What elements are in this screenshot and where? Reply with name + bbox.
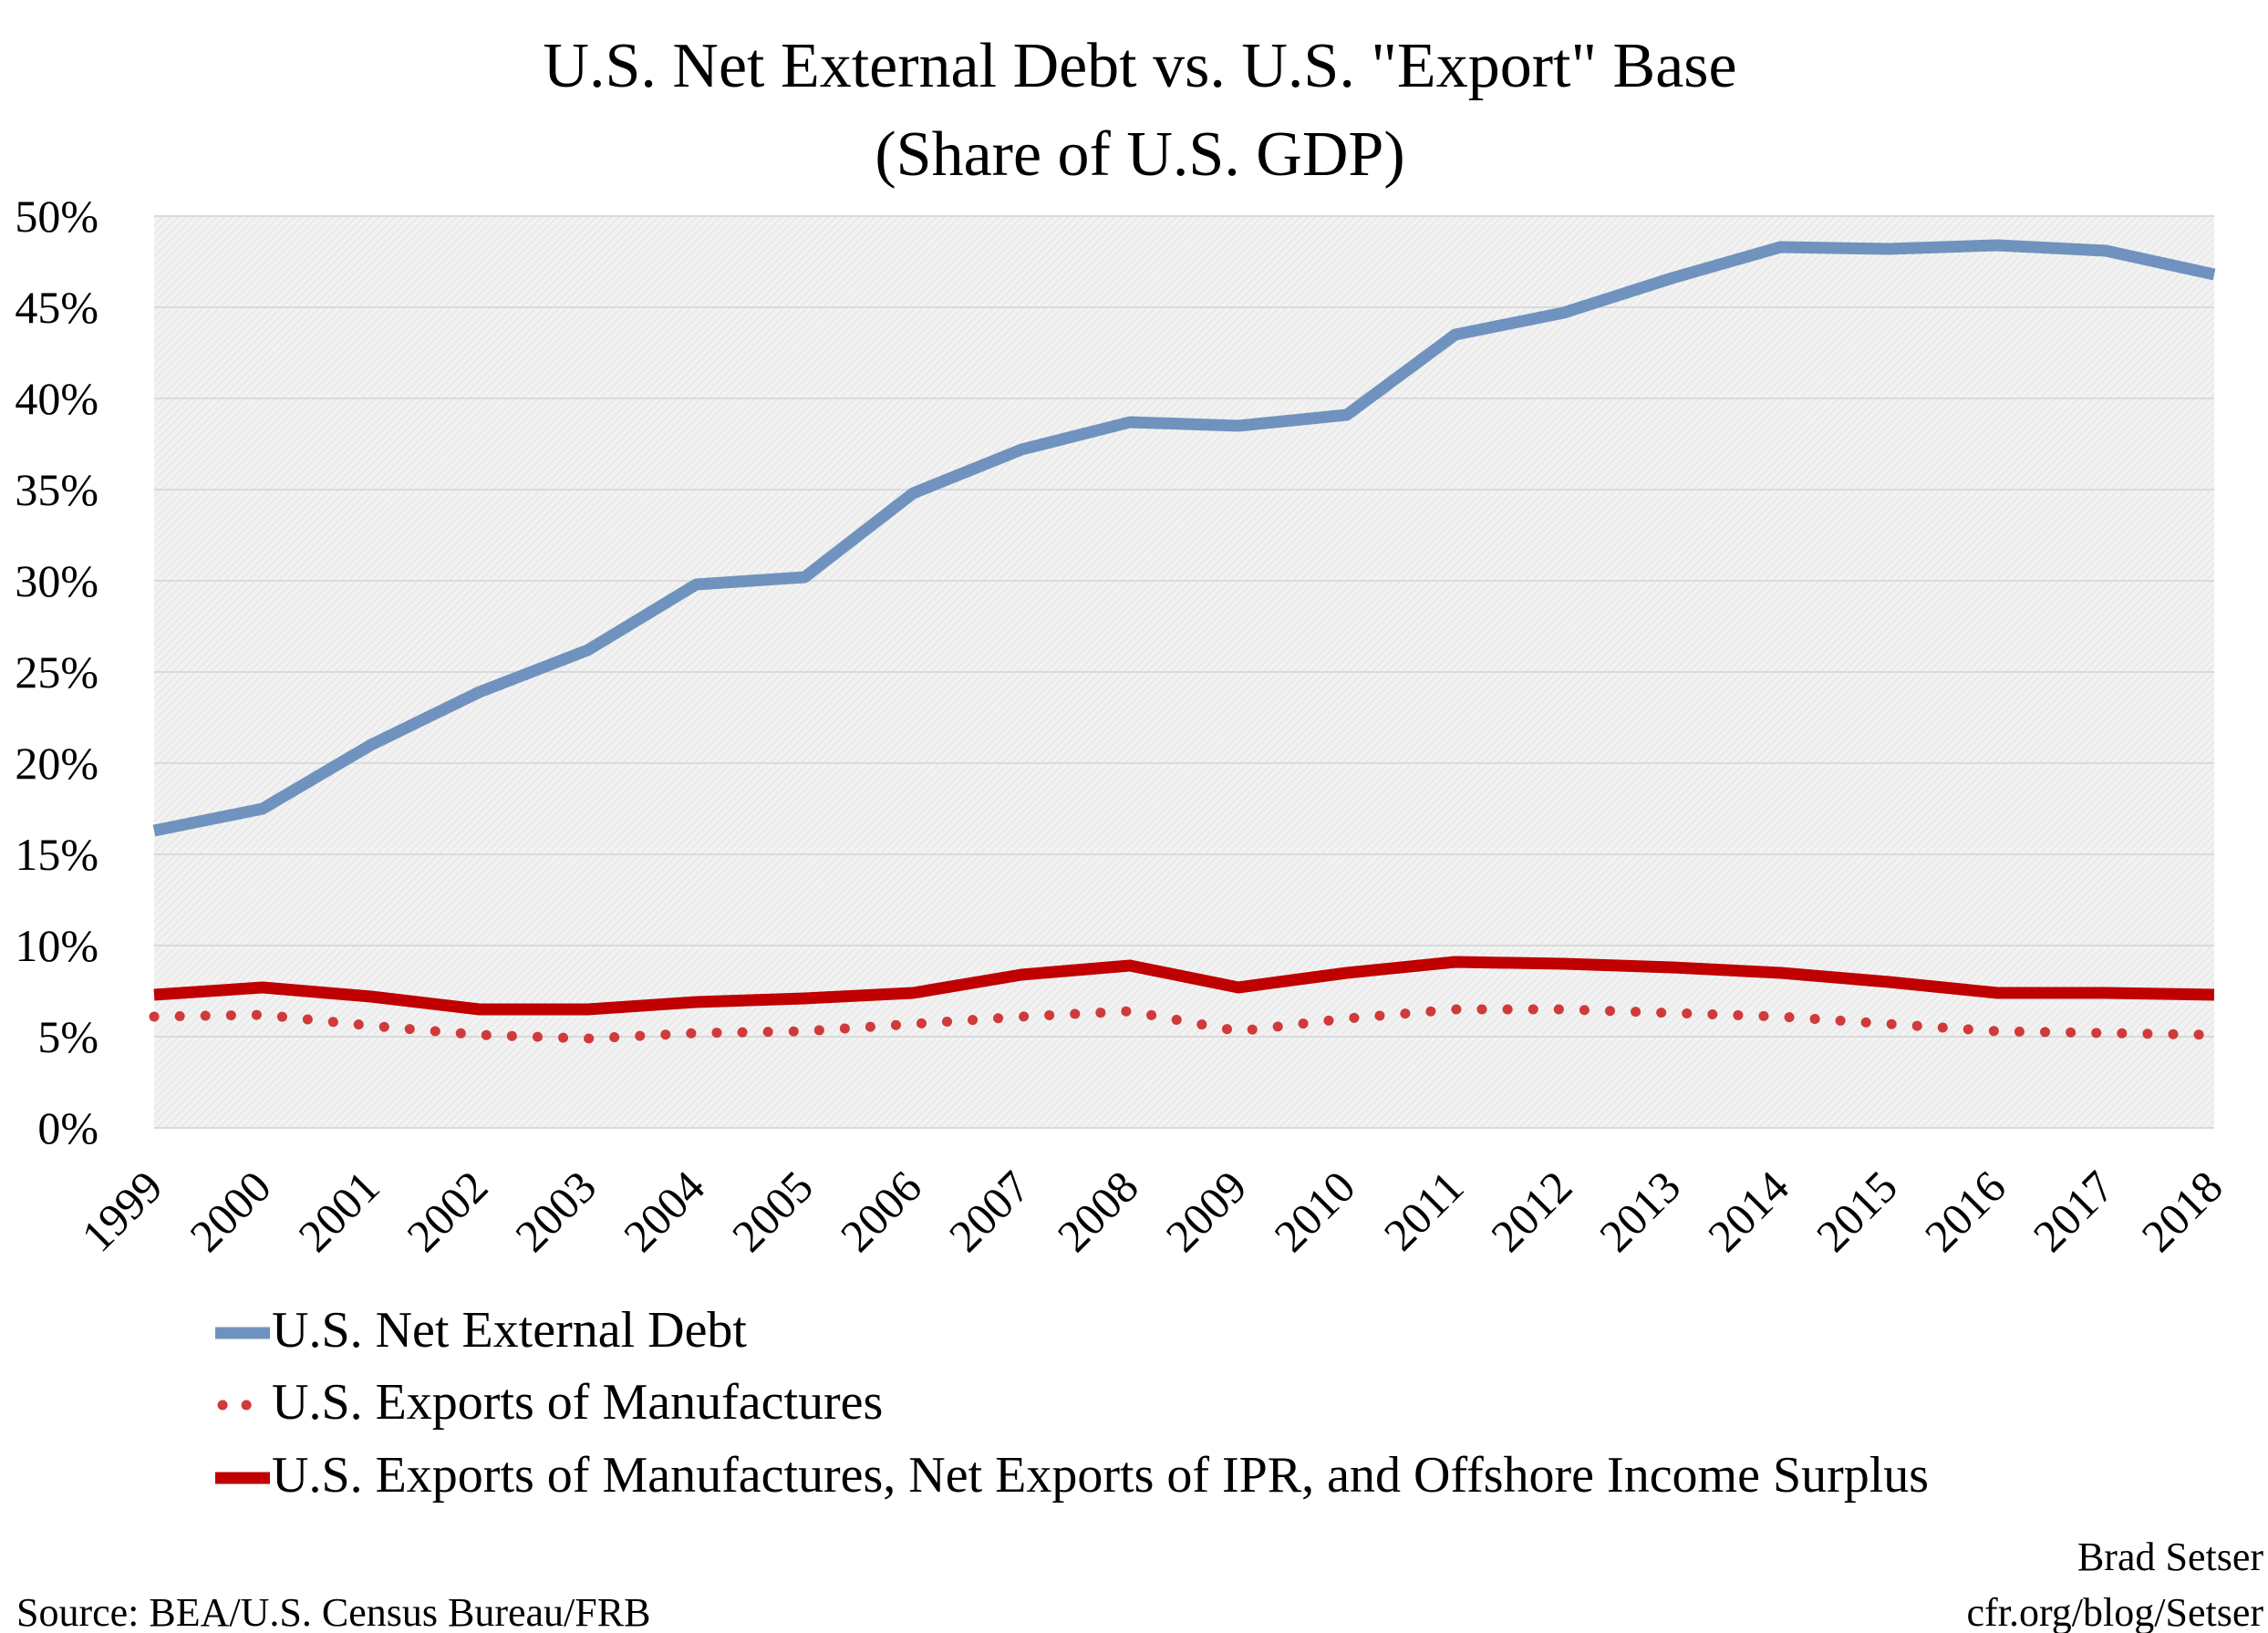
source-note: Source: BEA/U.S. Census Bureau/FRB [16,1590,650,1633]
x-tick-label: 2011 [1374,1161,1474,1260]
chart-title: U.S. Net External Debt vs. U.S. "Export"… [543,31,1736,101]
x-tick-label: 2002 [397,1161,497,1261]
series-line [152,239,2216,837]
x-tick-label: 2003 [505,1161,606,1261]
y-tick-label: 0% [37,1102,98,1153]
x-tick-label: 2010 [1264,1161,1364,1261]
y-tick-label: 40% [15,373,98,424]
x-tick-label: 2005 [722,1161,823,1261]
x-tick-label: 2014 [1698,1161,1798,1261]
legend-label: U.S. Exports of Manufactures [272,1374,883,1431]
y-tick-label: 35% [15,464,98,515]
x-tick-label: 2001 [288,1161,388,1261]
x-tick-label: 2016 [1915,1161,2015,1261]
chart-subtitle: (Share of U.S. GDP) [875,119,1404,190]
y-tick-label: 50% [15,191,98,242]
x-tick-label: 2012 [1481,1161,1581,1261]
y-tick-label: 45% [15,282,98,333]
legend-label: U.S. Exports of Manufactures, Net Export… [272,1447,1929,1504]
x-tick-label: 2000 [180,1161,280,1261]
x-tick-label: 2017 [2024,1161,2124,1261]
x-tick-label: 2008 [1048,1161,1148,1261]
x-tick-label: 2015 [1807,1161,1907,1261]
y-tick-label: 15% [15,829,98,880]
x-tick-label: 2007 [939,1161,1040,1261]
y-tick-label: 20% [15,738,98,789]
x-tick-label: 2013 [1590,1161,1690,1261]
y-tick-label: 25% [15,646,98,698]
author-credit: Brad Setser [2077,1535,2263,1579]
site-credit: cfr.org/blog/Setser [1967,1590,2264,1633]
series-line [153,956,2215,1016]
x-tick-label: 2004 [614,1161,714,1261]
y-tick-label: 30% [15,555,98,606]
x-tick-label: 2018 [2131,1161,2232,1261]
legend-label: U.S. Net External Debt [272,1302,747,1359]
x-tick-label: 2009 [1155,1161,1256,1261]
y-tick-label: 5% [37,1011,98,1062]
x-tick-label: 1999 [71,1161,171,1261]
series-line [149,1004,2220,1044]
y-tick-label: 10% [15,920,98,971]
x-tick-label: 2006 [831,1161,931,1261]
